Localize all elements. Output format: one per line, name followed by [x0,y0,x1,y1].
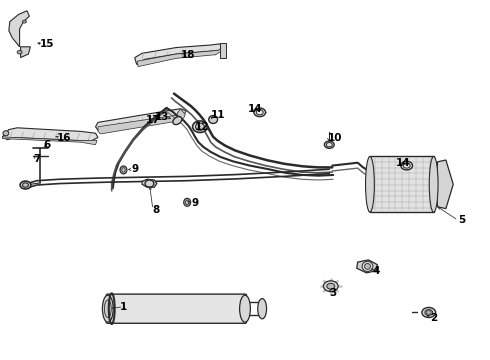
Ellipse shape [258,298,267,319]
FancyBboxPatch shape [106,294,246,323]
Ellipse shape [327,283,335,289]
Ellipse shape [17,50,22,54]
Ellipse shape [422,307,436,318]
Polygon shape [436,160,453,209]
Text: 16: 16 [56,132,71,143]
Polygon shape [9,11,29,47]
Text: 14: 14 [396,158,411,168]
Ellipse shape [403,163,410,168]
Ellipse shape [429,156,438,212]
Ellipse shape [256,110,263,115]
Ellipse shape [120,166,127,174]
Polygon shape [220,43,226,58]
Ellipse shape [209,116,218,123]
Text: 7: 7 [33,154,41,164]
Polygon shape [142,179,157,187]
Ellipse shape [184,198,191,206]
Ellipse shape [104,300,111,318]
Polygon shape [96,109,186,131]
Text: 8: 8 [152,204,159,215]
Text: 11: 11 [211,110,225,120]
Polygon shape [2,128,98,141]
Ellipse shape [401,161,413,170]
Ellipse shape [365,264,370,269]
Text: 9: 9 [191,198,198,208]
Ellipse shape [193,121,207,132]
Polygon shape [357,260,377,273]
Polygon shape [98,109,185,134]
Polygon shape [2,137,97,145]
Ellipse shape [20,181,31,189]
Ellipse shape [3,131,9,136]
Bar [370,156,434,212]
Ellipse shape [102,295,113,322]
Text: 3: 3 [329,288,337,298]
Text: 5: 5 [458,215,466,225]
Text: 12: 12 [195,122,210,132]
Ellipse shape [323,281,338,292]
Text: 4: 4 [372,266,380,276]
Text: 18: 18 [180,50,195,60]
Text: 14: 14 [247,104,262,114]
Ellipse shape [425,310,433,315]
Text: 2: 2 [430,312,438,323]
Text: 15: 15 [40,39,55,49]
Ellipse shape [326,143,332,147]
Text: 17: 17 [146,114,161,125]
Polygon shape [137,47,223,67]
Ellipse shape [426,311,431,314]
Text: 13: 13 [154,112,169,122]
Ellipse shape [23,20,26,23]
Ellipse shape [240,295,250,322]
Ellipse shape [122,167,125,172]
Ellipse shape [23,183,28,187]
Ellipse shape [185,200,189,204]
Ellipse shape [324,141,334,148]
Ellipse shape [254,108,266,117]
Text: 10: 10 [327,132,342,143]
Polygon shape [135,44,223,65]
Ellipse shape [196,123,204,130]
Ellipse shape [366,156,374,212]
Text: 9: 9 [131,164,139,174]
Text: 6: 6 [43,140,50,150]
Ellipse shape [173,117,182,125]
Ellipse shape [362,261,373,271]
Polygon shape [21,47,30,58]
Text: 1: 1 [120,302,127,312]
